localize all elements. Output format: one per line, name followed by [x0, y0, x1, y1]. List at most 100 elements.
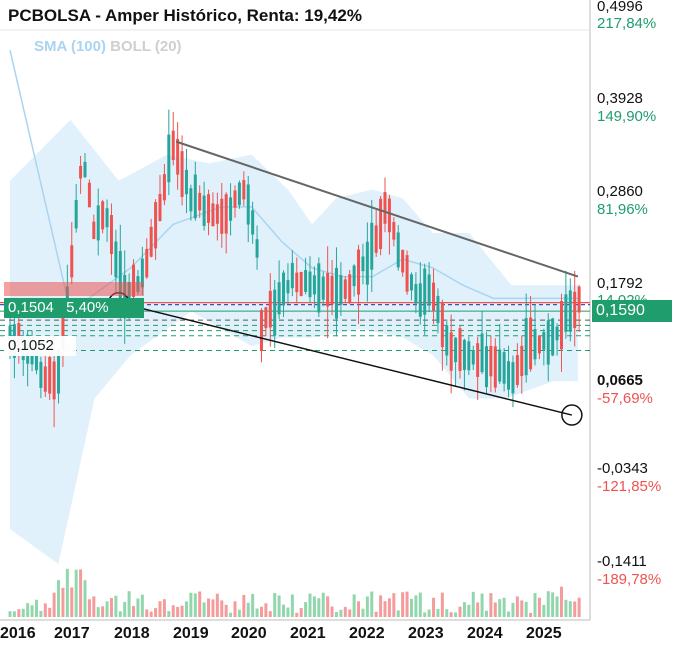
- legend-boll[interactable]: BOLL (20): [110, 38, 182, 55]
- volume-bar: [242, 595, 246, 617]
- indicator-legend[interactable]: SMA (100) BOLL (20): [34, 38, 182, 55]
- volume-bar: [392, 593, 396, 617]
- candle-body: [96, 205, 100, 241]
- candle-body: [198, 192, 202, 211]
- volume-bar: [524, 601, 528, 617]
- candle-body: [39, 361, 43, 388]
- volume-bar: [317, 598, 321, 617]
- candle-body: [282, 272, 286, 306]
- candle-body: [515, 355, 519, 385]
- candle-body: [299, 271, 303, 297]
- y-tick-price: 0,4996: [597, 0, 643, 15]
- volume-bar: [326, 596, 330, 617]
- candle-body: [361, 256, 365, 272]
- candle-body: [184, 169, 188, 195]
- candle-body: [255, 239, 259, 258]
- candle-body: [224, 194, 228, 234]
- candle-body: [220, 198, 224, 234]
- candle-body: [149, 226, 153, 257]
- candle-body: [348, 274, 352, 303]
- volume-bar: [423, 612, 427, 617]
- volume-bar: [290, 594, 294, 617]
- candle-body: [176, 138, 180, 175]
- volume-bar: [573, 601, 577, 617]
- candle-body: [405, 255, 409, 292]
- candle-body: [573, 291, 577, 329]
- x-tick: 2025: [526, 625, 562, 642]
- candle-body: [317, 263, 321, 313]
- candle-body: [387, 198, 391, 233]
- candle-body: [542, 332, 546, 350]
- x-tick: 2022: [349, 625, 385, 642]
- volume-bar: [546, 591, 550, 617]
- legend-sma[interactable]: SMA (100): [34, 38, 106, 55]
- volume-bar: [480, 593, 484, 617]
- volume-bar: [277, 595, 281, 617]
- candle-body: [308, 271, 312, 298]
- x-tick: 2016: [0, 625, 36, 642]
- candle-body: [105, 208, 109, 228]
- trendline-handle[interactable]: [561, 404, 583, 426]
- volume-bar: [255, 608, 259, 617]
- candle-body: [140, 258, 144, 288]
- candle-body: [471, 350, 475, 365]
- volume-bar: [427, 609, 431, 617]
- volume-bar: [61, 587, 65, 617]
- candle-body: [383, 192, 387, 224]
- volume-bar: [17, 609, 21, 617]
- x-tick: 2021: [290, 625, 326, 642]
- volume-bar: [551, 592, 555, 617]
- candle-body: [114, 241, 118, 278]
- volume-bar: [432, 597, 436, 617]
- volume-bar: [401, 592, 405, 617]
- volume-bar: [268, 611, 272, 617]
- volume-bar: [114, 595, 118, 617]
- volume-bar: [409, 598, 413, 617]
- candle-body: [132, 264, 136, 297]
- volume-bar: [436, 608, 440, 617]
- volume-bar: [559, 586, 563, 617]
- candle-body: [229, 197, 233, 221]
- candle-body: [462, 339, 466, 370]
- volume-bar: [498, 599, 502, 617]
- volume-bar: [529, 612, 533, 617]
- candle-body: [374, 225, 378, 253]
- volume-bar: [215, 593, 219, 617]
- candle-body: [427, 274, 431, 306]
- left-price-value: 0,1504: [8, 299, 54, 316]
- volume-bar: [171, 605, 175, 617]
- candle-body: [286, 280, 290, 294]
- volume-bar: [149, 611, 153, 617]
- volume-bar: [251, 593, 255, 617]
- candle-body: [52, 361, 56, 400]
- left-level-label: 0,1052: [4, 336, 76, 356]
- volume-bar: [246, 602, 250, 617]
- volume-bar: [96, 607, 100, 617]
- candle-body: [246, 184, 250, 225]
- candle-body: [555, 326, 559, 341]
- candle-body: [74, 199, 78, 229]
- x-tick: 2023: [408, 625, 444, 642]
- candle-body: [449, 332, 453, 371]
- candle-body: [339, 275, 343, 305]
- candle-body: [290, 262, 294, 289]
- volume-bar: [105, 601, 109, 617]
- candle-body: [357, 249, 361, 295]
- candle-body: [498, 349, 502, 382]
- candle-body: [321, 276, 325, 300]
- candle-body: [145, 248, 149, 278]
- volume-bar: [136, 598, 140, 617]
- volume-bar: [176, 606, 180, 617]
- candle-body: [202, 195, 206, 226]
- y-tick-price: 0,2860: [597, 183, 643, 200]
- candle-body: [268, 290, 272, 328]
- volume-bar: [555, 596, 559, 617]
- volume-bar: [26, 603, 30, 617]
- candle-body: [277, 282, 281, 315]
- candle-body: [154, 202, 158, 249]
- candle-body: [396, 232, 400, 268]
- volume-bar: [396, 610, 400, 617]
- volume-bar: [259, 606, 263, 617]
- candle-body: [101, 201, 105, 230]
- volume-bar: [462, 602, 466, 617]
